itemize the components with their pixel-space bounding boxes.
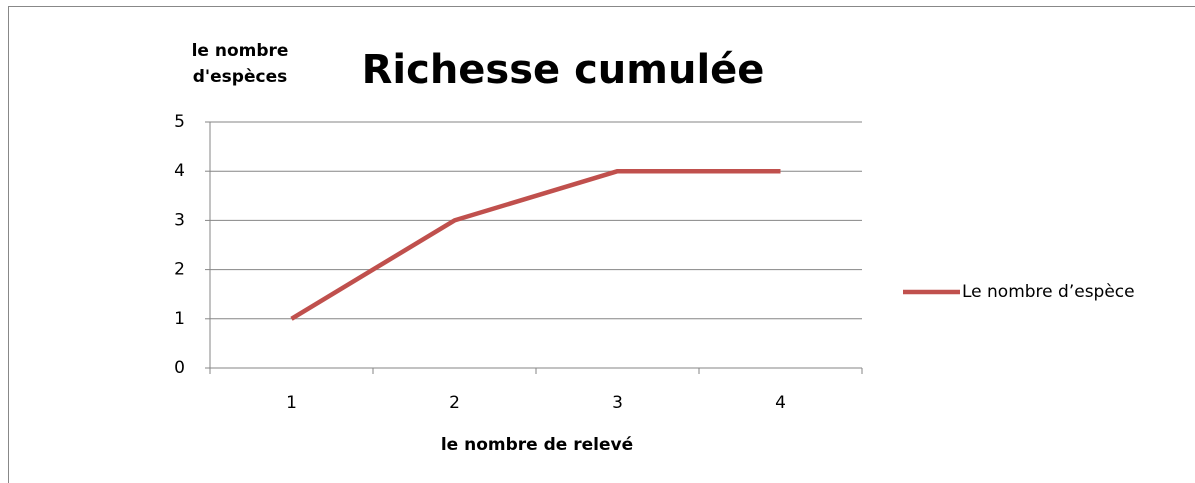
y-tick-label: 0 bbox=[174, 358, 185, 378]
y-tick-label: 4 bbox=[174, 161, 185, 181]
chart-title: Richesse cumulée bbox=[362, 47, 765, 93]
x-tick-label: 4 bbox=[775, 393, 786, 413]
y-tick-label: 2 bbox=[174, 260, 185, 280]
data-line bbox=[290, 168, 781, 321]
legend-label: Le nombre d’espèce bbox=[962, 282, 1135, 302]
y-tick-label: 1 bbox=[174, 309, 185, 329]
x-tick-label: 1 bbox=[286, 393, 297, 413]
y-tick-label: 5 bbox=[174, 112, 185, 132]
x-tick-label: 2 bbox=[449, 393, 460, 413]
x-tick-label: 3 bbox=[612, 393, 623, 413]
chart-frame bbox=[8, 6, 1195, 483]
x-axis-title: le nombre de relevé bbox=[441, 435, 633, 455]
y-axis-title: le nombre d'espèces bbox=[191, 41, 289, 87]
y-tick-label: 3 bbox=[174, 210, 185, 230]
